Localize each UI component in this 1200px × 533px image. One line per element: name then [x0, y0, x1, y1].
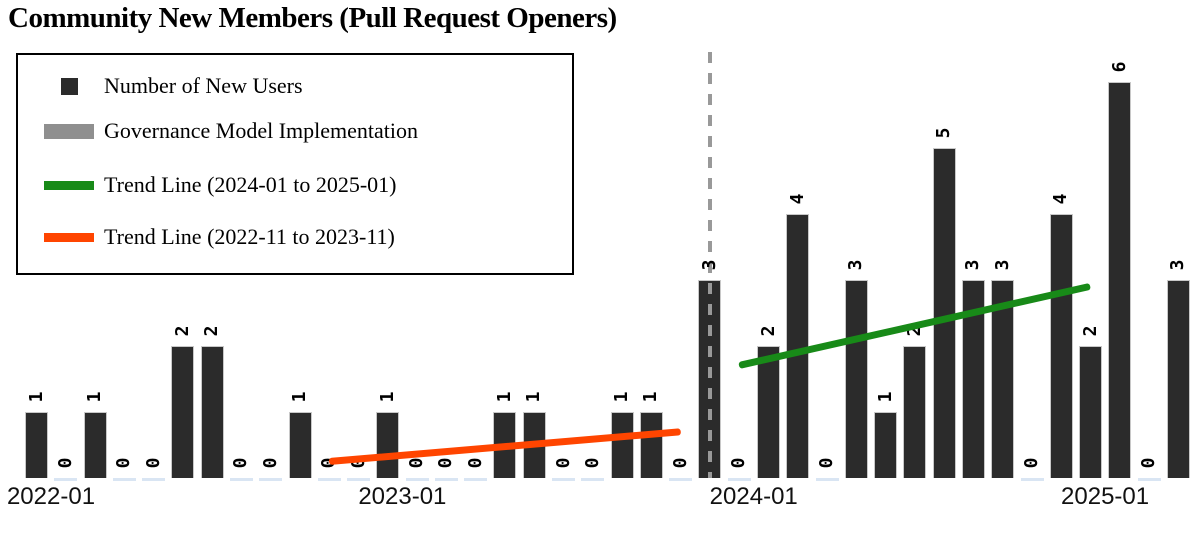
zero-value-marker	[347, 478, 371, 481]
bar	[83, 412, 107, 478]
zero-value-marker	[1020, 478, 1044, 481]
legend-item-label: Trend Line (2022-11 to 2023-11)	[104, 224, 395, 249]
bar	[757, 346, 780, 478]
bar-value-label: 0	[406, 457, 428, 469]
bar-value-label: 1	[640, 391, 662, 403]
bar-value-label: 1	[874, 391, 896, 403]
legend-item-trend-recent: Trend Line (2024-01 to 2025-01)	[18, 172, 572, 198]
bar-value-label: 6	[1108, 61, 1130, 73]
governance-dashed-line	[707, 52, 712, 478]
bar-value-label: 1	[289, 391, 311, 403]
bar-value-label: 3	[962, 259, 984, 271]
bar	[1049, 214, 1073, 478]
legend-item-trend-early: Trend Line (2022-11 to 2023-11)	[18, 224, 572, 250]
zero-value-marker	[317, 478, 341, 481]
legend-marker-slot	[44, 180, 94, 190]
bar-value-label: 0	[54, 457, 76, 469]
bar	[1108, 82, 1132, 478]
bar	[288, 412, 312, 478]
x-tick-label: 2023-01	[358, 483, 447, 510]
zero-value-marker	[54, 478, 78, 481]
zero-value-marker	[669, 478, 693, 481]
x-tick-label: 2025-01	[1061, 483, 1150, 510]
zero-value-marker	[259, 478, 283, 481]
zero-value-marker	[434, 478, 458, 481]
bar	[200, 346, 224, 478]
bar-value-label: 4	[786, 193, 808, 205]
bar	[874, 412, 898, 478]
bar-value-label: 0	[142, 457, 164, 469]
bar-value-label: 0	[669, 457, 691, 469]
zero-value-marker	[229, 478, 253, 481]
legend-item-label: Number of New Users	[104, 73, 303, 98]
bar-value-label: 0	[552, 457, 574, 469]
bar-value-label: 0	[816, 457, 838, 469]
bar-value-label: 5	[933, 127, 955, 139]
bar	[171, 346, 195, 478]
bar-value-label: 2	[757, 325, 779, 337]
zero-value-marker	[581, 478, 605, 481]
bar-value-label: 1	[523, 391, 545, 403]
x-tick-label: 2022-01	[6, 483, 96, 510]
bar	[610, 412, 634, 478]
bar-value-label: 0	[259, 457, 281, 469]
bar-value-label: 1	[25, 391, 47, 403]
legend-marker-slot	[44, 232, 94, 242]
bar-value-label: 2	[171, 325, 193, 337]
bar-value-label: 0	[1138, 457, 1160, 469]
orange-line-swatch-icon	[44, 232, 94, 242]
bar-value-label: 3	[1167, 259, 1189, 271]
bar	[25, 412, 48, 478]
zero-value-marker	[1137, 478, 1161, 481]
zero-value-marker	[815, 478, 839, 481]
legend-item-governance: Governance Model Implementation	[18, 118, 572, 144]
bar-value-label: 3	[991, 259, 1013, 271]
zero-value-marker	[727, 478, 751, 481]
bar-value-label: 1	[611, 391, 633, 403]
chart-title: Community New Members (Pull Request Open…	[8, 2, 617, 34]
zero-value-marker	[464, 478, 488, 481]
legend-item-label: Governance Model Implementation	[104, 118, 419, 143]
bar-value-label: 1	[84, 391, 106, 403]
bar-value-label: 0	[581, 457, 603, 469]
bar-value-label: 2	[201, 325, 223, 337]
legend-item-label: Trend Line (2024-01 to 2025-01)	[104, 172, 397, 197]
bar-value-label: 0	[728, 457, 750, 469]
green-line-swatch-icon	[44, 180, 94, 190]
zero-value-marker	[112, 478, 136, 481]
bar-value-label: 0	[230, 457, 252, 469]
bar-value-label: 1	[493, 391, 515, 403]
bar-value-label: 0	[1021, 457, 1043, 469]
bar-value-label: 2	[1079, 325, 1101, 337]
legend-item-new-users: Number of New Users	[18, 73, 572, 99]
bar-value-label: 1	[376, 391, 398, 403]
bar	[639, 412, 663, 478]
bar-swatch-icon	[60, 77, 78, 95]
zero-value-marker	[552, 478, 576, 481]
bar	[903, 346, 927, 478]
bar-value-label: 3	[698, 259, 720, 271]
bar	[1079, 346, 1103, 478]
gray-line-swatch-icon	[44, 123, 94, 139]
bar	[991, 280, 1015, 478]
bar	[376, 412, 400, 478]
bar-value-label: 0	[435, 457, 457, 469]
legend-marker-slot	[44, 123, 94, 139]
bar-value-label: 0	[464, 457, 486, 469]
bar-value-label: 3	[845, 259, 867, 271]
zero-value-marker	[405, 478, 429, 481]
bar-value-label: 4	[1050, 193, 1072, 205]
bar	[961, 280, 985, 478]
legend-box: Number of New Users Governance Model Imp…	[16, 53, 574, 275]
bar-value-label: 0	[113, 457, 135, 469]
bar	[844, 280, 868, 478]
x-tick-label: 2024-01	[709, 483, 798, 510]
bar	[1166, 280, 1190, 478]
zero-value-marker	[142, 478, 166, 481]
legend-marker-slot	[44, 77, 94, 95]
